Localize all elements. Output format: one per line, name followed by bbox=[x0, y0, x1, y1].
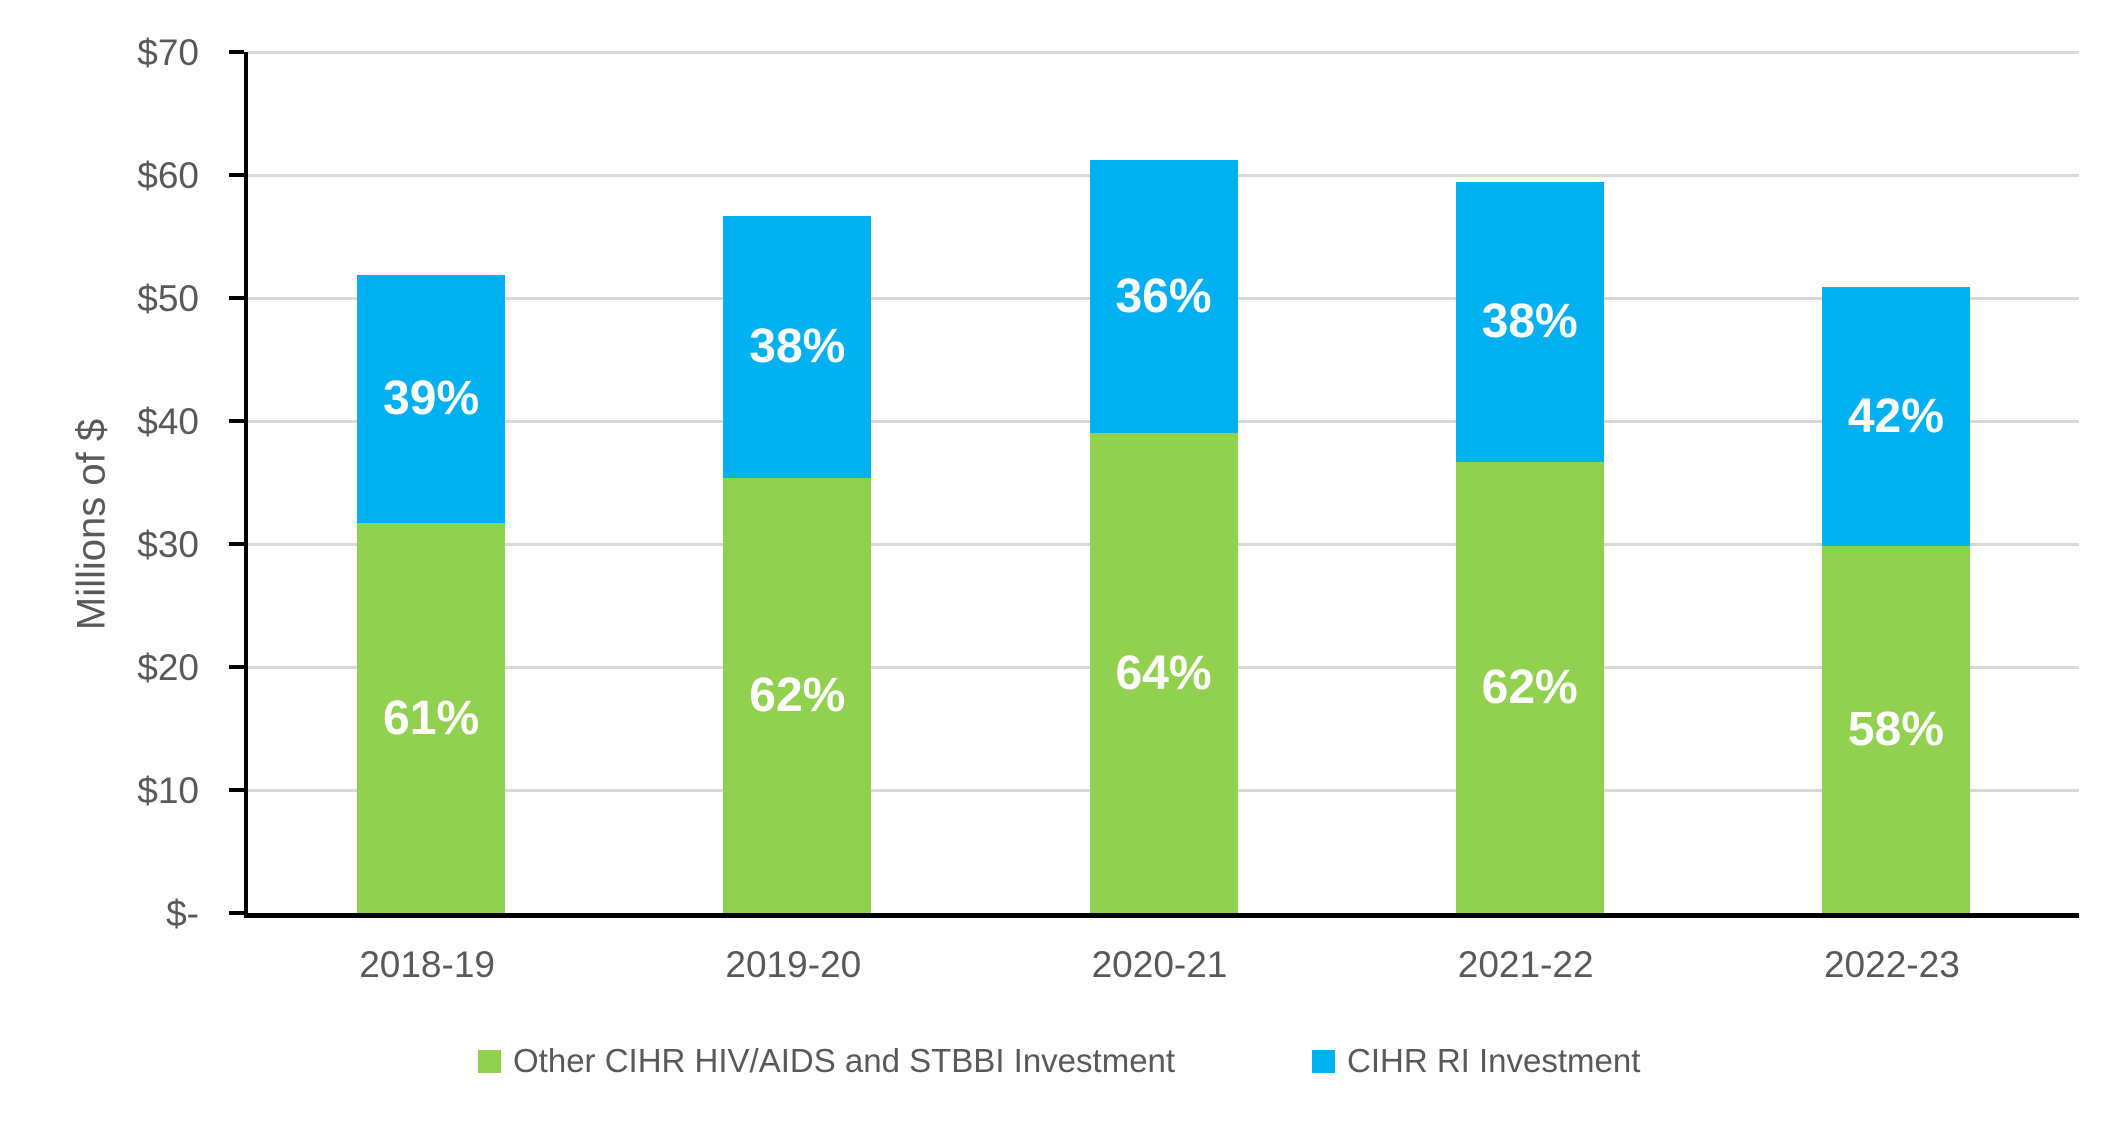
legend-item: Other CIHR HIV/AIDS and STBBI Investment bbox=[478, 1042, 1176, 1079]
plot-area: 61% 39% 62% 38% 64% 36% 62% 38% 58% 42% bbox=[244, 51, 2079, 918]
y-axis-tick-label: $20 bbox=[137, 647, 199, 688]
x-axis-label: 2021-22 bbox=[1457, 944, 1594, 985]
legend-label: Other CIHR HIV/AIDS and STBBI Investment bbox=[513, 1042, 1176, 1079]
bar-segment-label: 36% bbox=[1115, 270, 1212, 324]
bar-segment-label: 39% bbox=[383, 372, 480, 426]
y-axis-tick bbox=[229, 542, 244, 546]
bar-segment: 39% bbox=[357, 274, 506, 524]
y-axis-tick bbox=[229, 419, 244, 423]
legend: Other CIHR HIV/AIDS and STBBI Investment… bbox=[0, 1042, 2123, 1092]
bar-segment: 38% bbox=[723, 215, 872, 478]
bar-segment-label: 38% bbox=[749, 320, 846, 374]
x-axis-label: 2020-21 bbox=[1091, 944, 1228, 985]
y-axis-tick-label: $- bbox=[166, 893, 199, 934]
legend-swatch-icon bbox=[1312, 1049, 1335, 1073]
y-axis-tick-label: $10 bbox=[137, 770, 199, 811]
bar-segment-label: 58% bbox=[1847, 703, 1944, 757]
y-axis-tick-label: $40 bbox=[137, 401, 199, 442]
bar-segment-label: 64% bbox=[1115, 646, 1212, 700]
y-axis-tick bbox=[229, 788, 244, 792]
bar-segment-label: 62% bbox=[749, 668, 846, 722]
y-axis-tick bbox=[229, 50, 244, 54]
gridline bbox=[248, 51, 2079, 54]
bar-segment: 61% bbox=[357, 523, 506, 913]
bar-segment-label: 38% bbox=[1481, 295, 1578, 349]
y-axis-tick bbox=[229, 911, 244, 915]
legend-label: CIHR RI Investment bbox=[1347, 1042, 1641, 1079]
bar-segment: 42% bbox=[1821, 286, 1970, 547]
y-axis-tick-label: $50 bbox=[137, 278, 199, 319]
y-axis-tick bbox=[229, 173, 244, 177]
y-axis-tick-label: $70 bbox=[137, 32, 199, 73]
bar-segment: 64% bbox=[1089, 433, 1238, 913]
bar-segment: 58% bbox=[1821, 546, 1970, 913]
bar-segment: 62% bbox=[1455, 461, 1604, 913]
y-axis-tick-label: $30 bbox=[137, 524, 199, 565]
bar-segment: 62% bbox=[723, 477, 872, 913]
bar-segment: 38% bbox=[1455, 182, 1604, 462]
legend-swatch-icon bbox=[478, 1049, 501, 1073]
x-axis-label: 2022-23 bbox=[1823, 944, 1960, 985]
bar-segment-label: 42% bbox=[1847, 390, 1944, 444]
y-axis-tick bbox=[229, 665, 244, 669]
legend-item: CIHR RI Investment bbox=[1312, 1042, 1641, 1079]
bar-segment: 36% bbox=[1089, 160, 1238, 434]
y-axis-tick-label: $60 bbox=[137, 155, 199, 196]
x-axis-label: 2019-20 bbox=[725, 944, 862, 985]
bar-segment-label: 61% bbox=[383, 691, 480, 745]
y-axis-tick bbox=[229, 296, 244, 300]
y-axis-title: Millions of $ bbox=[69, 418, 114, 631]
bar-segment-label: 62% bbox=[1481, 660, 1578, 714]
x-axis-label: 2018-19 bbox=[359, 944, 495, 985]
